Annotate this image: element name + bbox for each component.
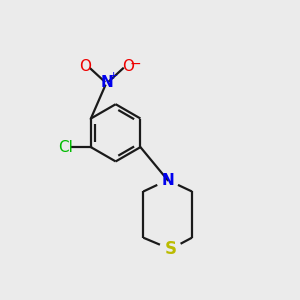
Text: O: O: [79, 59, 91, 74]
Text: S: S: [164, 240, 176, 258]
Text: −: −: [130, 57, 141, 71]
Text: +: +: [109, 71, 118, 82]
Text: N: N: [100, 75, 113, 90]
Text: N: N: [161, 172, 174, 188]
Text: Cl: Cl: [58, 140, 73, 154]
Text: O: O: [122, 59, 134, 74]
